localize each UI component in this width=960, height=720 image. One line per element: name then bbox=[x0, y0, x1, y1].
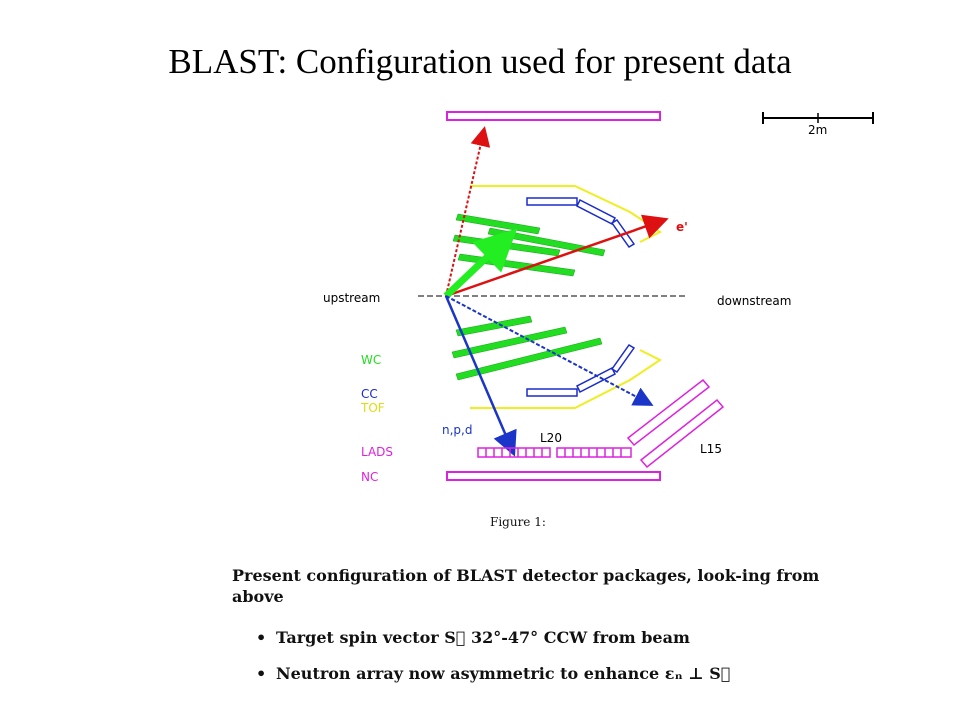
dashed-hadron-track-arrow bbox=[445, 295, 654, 406]
l20-bars bbox=[477, 447, 632, 458]
bullet-item: • Target spin vector S⃗ 32°-47° CCW from … bbox=[256, 627, 876, 663]
scale-bar bbox=[762, 112, 874, 124]
downstream-label: downstream bbox=[717, 294, 791, 308]
lads-label: LADS bbox=[361, 445, 393, 459]
electron-track-arrow bbox=[445, 214, 669, 298]
tof-bottom bbox=[470, 349, 662, 409]
e-prime-label: e' bbox=[676, 220, 688, 234]
upstream-label: upstream bbox=[323, 291, 380, 305]
scale-label: 2m bbox=[808, 123, 827, 137]
wc-label: WC bbox=[361, 353, 381, 367]
upward-track-arrow bbox=[445, 126, 491, 297]
bullet-text: Neutron array now asymmetric to enhance … bbox=[276, 664, 731, 683]
cc-bottom bbox=[526, 343, 636, 397]
bullet-list: • Target spin vector S⃗ 32°-47° CCW from … bbox=[256, 627, 876, 699]
l20-label: L20 bbox=[540, 431, 562, 445]
bullet-icon: • bbox=[256, 628, 267, 647]
nc-label: NC bbox=[361, 470, 378, 484]
bullet-text: Target spin vector S⃗ 32°-47° CCW from b… bbox=[276, 628, 690, 647]
l15-bars bbox=[626, 378, 725, 469]
cc-label: CC bbox=[361, 387, 378, 401]
wc-bottom bbox=[451, 315, 603, 381]
npd-label: n,p,d bbox=[442, 423, 472, 437]
nc-top-bar bbox=[446, 111, 661, 121]
cc-top bbox=[526, 197, 636, 249]
hadron-track-arrow bbox=[444, 295, 517, 457]
bullet-item: • Neutron array now asymmetric to enhance… bbox=[256, 663, 876, 699]
nc-bottom-bar bbox=[446, 471, 661, 481]
figure-caption: Figure 1: bbox=[490, 515, 546, 529]
l15-label: L15 bbox=[700, 442, 722, 456]
spin-vector-arrow bbox=[443, 228, 518, 299]
figure-description: Present configuration of BLAST detector … bbox=[232, 566, 820, 606]
tof-label: TOF bbox=[360, 401, 385, 415]
bullet-icon: • bbox=[256, 664, 267, 683]
slide-title: BLAST: Configuration used for present da… bbox=[168, 42, 792, 81]
